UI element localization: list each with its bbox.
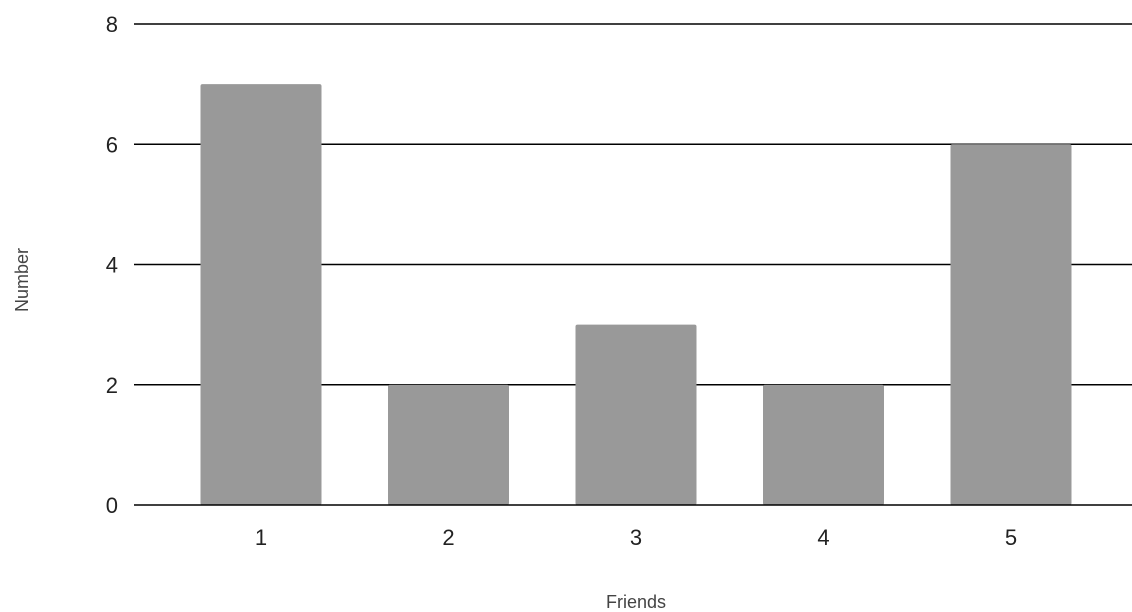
x-tick-label: 2 bbox=[442, 525, 454, 550]
x-tick-label: 4 bbox=[817, 525, 829, 550]
bar-3 bbox=[575, 324, 697, 505]
bar-2 bbox=[388, 384, 509, 505]
y-tick-label: 4 bbox=[106, 253, 118, 278]
bar-4 bbox=[763, 384, 884, 505]
y-axis-ticks: 0 2 4 6 8 bbox=[106, 12, 118, 518]
y-tick-label: 2 bbox=[106, 373, 118, 398]
bar-1 bbox=[200, 84, 322, 505]
x-tick-label: 5 bbox=[1005, 525, 1017, 550]
y-tick-label: 8 bbox=[106, 12, 118, 37]
y-tick-label: 6 bbox=[106, 132, 118, 157]
bars bbox=[200, 84, 1072, 505]
x-axis-title: Friends bbox=[606, 592, 666, 612]
x-tick-label: 1 bbox=[255, 525, 267, 550]
x-axis-ticks: 1 2 3 4 5 bbox=[255, 525, 1017, 550]
x-tick-label: 3 bbox=[630, 525, 642, 550]
bar-5 bbox=[950, 144, 1072, 505]
y-axis-title: Number bbox=[12, 248, 32, 312]
y-tick-label: 0 bbox=[106, 493, 118, 518]
